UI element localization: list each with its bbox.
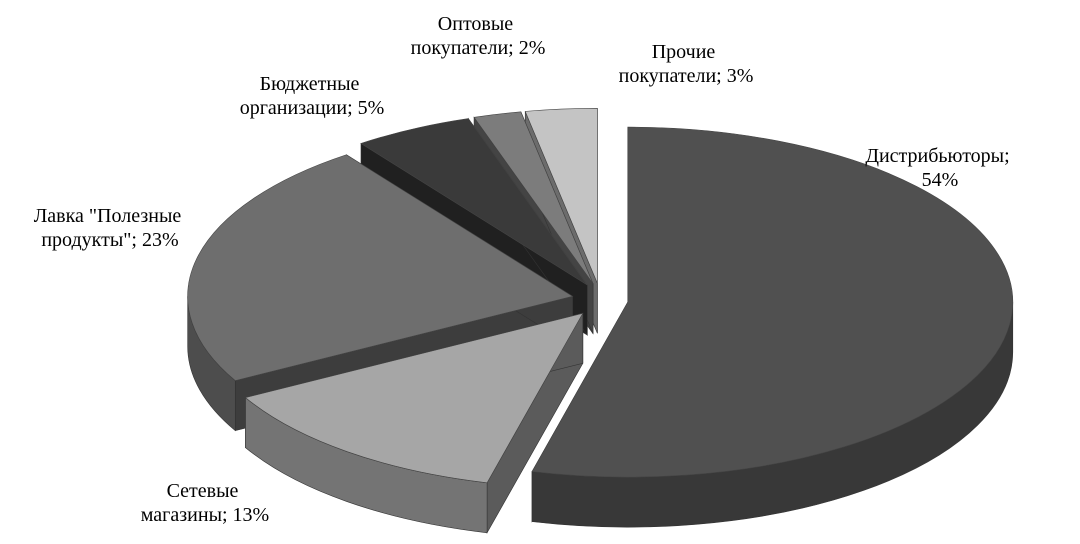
data-label-line: Сетевые [167, 480, 244, 502]
slice-top [244, 312, 584, 484]
data-label: Сетевые магазины; 13% [141, 480, 269, 526]
data-label-line: Лавка "Полезные [34, 205, 187, 227]
data-label: Дистрибьюторы; 54% [865, 145, 1014, 191]
data-label-line: Бюджетные [260, 73, 365, 95]
data-label: Лавка "Полезные продукты"; 23% [34, 205, 187, 251]
data-label-line: Дистрибьюторы; [865, 145, 1014, 167]
data-label-line: организации; 5% [240, 97, 385, 119]
data-label-line: Прочие [652, 41, 721, 63]
slice-top [187, 154, 574, 381]
data-label: Бюджетные организации; 5% [240, 73, 385, 119]
data-label-line: покупатели; 2% [411, 37, 546, 59]
slice-top [360, 118, 588, 286]
slice-top [524, 107, 598, 284]
slice-top [473, 111, 594, 284]
data-label-line: 54% [922, 169, 959, 191]
data-label-line: продукты"; 23% [41, 229, 178, 251]
slice [244, 312, 584, 534]
data-label-line: магазины; 13% [141, 504, 269, 526]
data-label-line: Оптовые [438, 13, 518, 35]
slice [531, 126, 1014, 528]
slice-top [531, 126, 1014, 478]
data-label: Прочие покупатели; 3% [619, 41, 754, 87]
data-label: Оптовые покупатели; 2% [411, 13, 546, 59]
data-label-line: покупатели; 3% [619, 65, 754, 87]
